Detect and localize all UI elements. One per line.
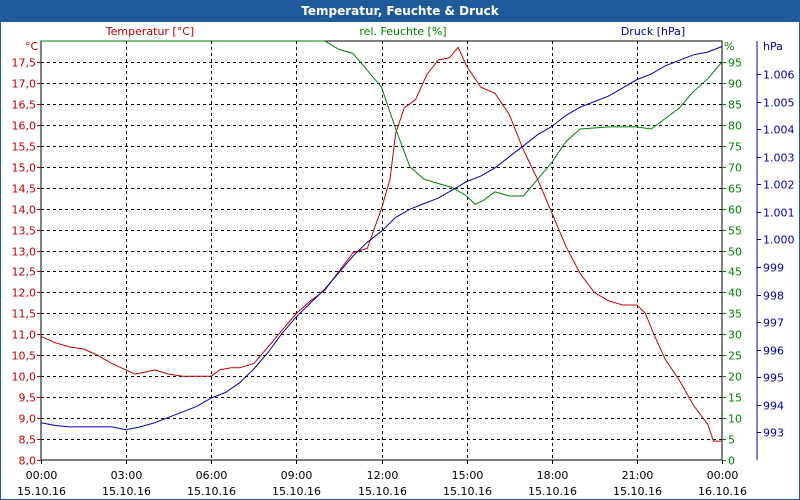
x-tick-date: 15.10.16 xyxy=(272,485,321,498)
pressure-tick-label: 1.001 xyxy=(763,207,795,220)
pressure-unit: hPa xyxy=(763,40,783,53)
pressure-tick-label: 996 xyxy=(763,345,784,358)
humidity-tick-label: 35 xyxy=(728,308,742,321)
humidity-tick-label: 0 xyxy=(728,455,735,468)
temperature-tick-label: 9,5 xyxy=(19,392,37,405)
x-tick-time: 12:00 xyxy=(367,469,399,482)
pressure-tick-label: 1.003 xyxy=(763,152,795,165)
temperature-tick-label: 8,5 xyxy=(19,434,37,447)
temperature-tick-label: 11,0 xyxy=(12,329,37,342)
temperature-tick-label: 15,0 xyxy=(12,162,37,175)
temperature-tick-label: 17,0 xyxy=(12,78,37,91)
x-tick-time: 09:00 xyxy=(281,469,313,482)
x-tick-time: 00:00 xyxy=(707,469,739,482)
humidity-tick-label: 85 xyxy=(728,99,742,112)
x-tick-date: 15.10.16 xyxy=(187,485,236,498)
pressure-tick-label: 994 xyxy=(763,400,784,413)
humidity-tick-label: 65 xyxy=(728,183,742,196)
grid xyxy=(40,40,723,461)
x-tick-date: 15.10.16 xyxy=(613,485,662,498)
axes: 8,0 8,5 9,0 9,5 10,0 10,5 11,0 11,5 12,0 12,5 13,0… xyxy=(12,41,795,498)
temperature-tick-label: 17,5 xyxy=(12,57,37,70)
x-tick-date: 15.10.16 xyxy=(528,485,577,498)
labels: Temperatur [°C] rel. Feuchte [%] Druck [… xyxy=(25,25,783,53)
pressure-tick-label: 1.004 xyxy=(763,124,795,137)
temperature-tick-label: 12,0 xyxy=(12,287,37,300)
temperature-tick-label: 16,0 xyxy=(12,120,37,133)
humidity-tick-label: 15 xyxy=(728,392,742,405)
temperature-tick-label: 16,5 xyxy=(12,99,37,112)
series-line-humidity xyxy=(41,40,723,206)
humidity-tick-label: 5 xyxy=(728,434,735,447)
humidity-tick-label: 70 xyxy=(728,162,742,175)
x-tick-date: 15.10.16 xyxy=(358,485,407,498)
pressure-tick-label: 999 xyxy=(763,262,784,275)
x-tick-time: 00:00 xyxy=(26,469,58,482)
humidity-tick-label: 60 xyxy=(728,204,742,217)
temperature-tick-label: 15,5 xyxy=(12,141,37,154)
temperature-tick-label: 8,0 xyxy=(19,455,37,468)
pressure-tick-label: 993 xyxy=(763,427,784,440)
series-group xyxy=(40,40,723,442)
humidity-tick-label: 10 xyxy=(728,413,742,426)
x-tick-time: 15:00 xyxy=(452,469,484,482)
humidity-unit: % xyxy=(724,40,734,53)
temperature-tick-label: 11,5 xyxy=(12,308,37,321)
humidity-tick-label: 20 xyxy=(728,371,742,384)
pressure-tick-label: 1.002 xyxy=(763,179,795,192)
humidity-tick-label: 30 xyxy=(728,329,742,342)
series-line-pressure xyxy=(40,46,723,431)
temperature-tick-label: 14,5 xyxy=(12,183,37,196)
x-tick-date: 16.10.16 xyxy=(698,485,747,498)
pressure-axis-title: Druck [hPa] xyxy=(621,25,685,38)
temperature-tick-label: 10,5 xyxy=(12,350,37,363)
humidity-tick-label: 95 xyxy=(728,57,742,70)
x-tick-time: 06:00 xyxy=(196,469,228,482)
x-tick-date: 15.10.16 xyxy=(17,485,66,498)
pressure-tick-label: 1.006 xyxy=(763,69,795,82)
humidity-tick-label: 55 xyxy=(728,225,742,238)
temperature-tick-label: 12,5 xyxy=(12,266,37,279)
temperature-tick-label: 14,0 xyxy=(12,204,37,217)
temperature-tick-label: 13,0 xyxy=(12,246,37,259)
x-tick-time: 21:00 xyxy=(622,469,654,482)
humidity-tick-label: 25 xyxy=(728,350,742,363)
series-line-temperature xyxy=(40,46,722,442)
humidity-tick-label: 50 xyxy=(728,246,742,259)
humidity-tick-label: 90 xyxy=(728,78,742,91)
x-tick-time: 03:00 xyxy=(111,469,143,482)
pressure-tick-label: 995 xyxy=(763,372,784,385)
humidity-tick-label: 40 xyxy=(728,287,742,300)
x-tick-date: 15.10.16 xyxy=(102,485,151,498)
temperature-unit: °C xyxy=(25,40,39,53)
pressure-tick-label: 1.000 xyxy=(763,234,795,247)
pressure-tick-label: 1.005 xyxy=(763,97,795,110)
pressure-tick-label: 998 xyxy=(763,290,784,303)
humidity-axis-title: rel. Feuchte [%] xyxy=(359,25,446,38)
x-tick-date: 15.10.16 xyxy=(443,485,492,498)
x-tick-time: 18:00 xyxy=(537,469,569,482)
pressure-tick-label: 997 xyxy=(763,317,784,330)
temperature-axis-title: Temperatur [°C] xyxy=(105,25,194,38)
humidity-tick-label: 75 xyxy=(728,141,742,154)
temperature-tick-label: 13,5 xyxy=(12,225,37,238)
humidity-tick-label: 45 xyxy=(728,266,742,279)
window-title: Temperatur, Feuchte & Druck xyxy=(1,1,799,22)
plot-border xyxy=(40,40,723,461)
temperature-tick-label: 10,0 xyxy=(12,371,37,384)
temperature-tick-label: 9,0 xyxy=(19,413,37,426)
humidity-tick-label: 80 xyxy=(728,120,742,133)
